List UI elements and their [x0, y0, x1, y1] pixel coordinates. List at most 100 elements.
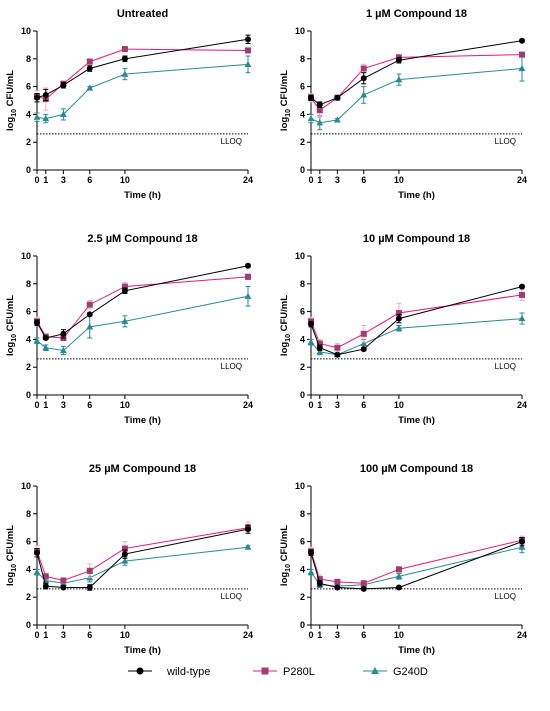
y-tick-label: 2 — [300, 137, 305, 147]
y-tick-label: 10 — [295, 481, 305, 491]
y-tick-label: 2 — [300, 362, 305, 372]
data-point — [395, 315, 402, 322]
y-label-sub: 10 — [11, 334, 18, 342]
x-tick-label: 0 — [308, 630, 313, 640]
data-point — [121, 287, 128, 294]
x-tick-label: 6 — [361, 175, 366, 185]
legend-label: P280L — [283, 666, 315, 678]
x-tick-label: 10 — [120, 630, 130, 640]
series-G240D — [307, 55, 526, 131]
data-point — [360, 339, 368, 347]
data-point — [334, 351, 341, 358]
legend-marker — [371, 667, 379, 674]
series-line — [310, 40, 523, 106]
data-point — [316, 344, 323, 351]
data-point — [86, 567, 93, 574]
y-tick-label: 8 — [26, 54, 31, 64]
data-point — [60, 330, 67, 337]
data-point — [360, 91, 368, 98]
y-tick-label: 10 — [295, 251, 305, 261]
x-tick-label: 1 — [317, 400, 322, 410]
y-tick-label: 10 — [21, 251, 31, 261]
y-tick-label: 10 — [21, 26, 31, 36]
data-point — [333, 116, 341, 123]
legend: wild-type P280L G240D — [128, 666, 428, 678]
series-wild-type — [34, 34, 251, 103]
data-point — [121, 551, 128, 558]
series-line — [310, 286, 523, 356]
legend-label: G240D — [393, 666, 428, 678]
data-point — [360, 330, 367, 337]
y-tick-label: 6 — [26, 82, 31, 92]
y-tick-label: 2 — [300, 592, 305, 602]
legend-item-wild-type: wild-type — [128, 666, 210, 678]
x-tick-label: 10 — [394, 400, 404, 410]
series-G240D — [33, 286, 252, 356]
data-point — [59, 346, 67, 354]
data-point — [518, 543, 526, 550]
data-point — [59, 110, 67, 117]
y-label-main: log — [5, 117, 16, 131]
data-point — [42, 583, 49, 590]
lloq-label: LLOQ — [495, 592, 516, 601]
series-P280L — [34, 521, 251, 584]
data-point — [245, 262, 251, 269]
y-tick-label: 0 — [300, 165, 305, 175]
data-point — [34, 319, 40, 326]
y-label-rest: CFU/mL — [5, 525, 16, 564]
y-axis-label: log10 CFU/mL — [5, 295, 18, 356]
x-tick-label: 6 — [361, 630, 366, 640]
legend-label: wild-type — [166, 666, 210, 678]
x-tick-label: 24 — [243, 400, 253, 410]
panel-title: 100 µM Compound 18 — [360, 463, 473, 475]
data-point — [121, 55, 128, 62]
data-point — [360, 346, 367, 353]
y-label-rest: CFU/mL — [279, 70, 290, 109]
legend-marker — [261, 667, 269, 675]
y-axis-label: log10 CFU/mL — [5, 70, 18, 131]
lloq-label: LLOQ — [221, 592, 242, 601]
panel-title: 10 µM Compound 18 — [363, 233, 470, 245]
data-point — [518, 314, 526, 322]
x-tick-label: 3 — [61, 630, 66, 640]
data-point — [316, 580, 323, 587]
series-P280L — [308, 288, 525, 353]
data-point — [42, 573, 49, 580]
series-line — [36, 528, 249, 588]
data-point — [33, 568, 41, 575]
y-label-main: log — [279, 117, 290, 131]
series-wild-type — [308, 536, 525, 592]
y-tick-label: 10 — [21, 481, 31, 491]
data-point — [395, 324, 403, 331]
data-point — [519, 37, 525, 44]
series-line — [36, 527, 249, 582]
x-tick-label: 1 — [317, 175, 322, 185]
y-label-sub: 10 — [11, 564, 18, 572]
y-tick-label: 8 — [26, 509, 31, 519]
x-tick-label: 24 — [517, 175, 527, 185]
legend-item-G240D: G240D — [363, 666, 428, 678]
data-point — [86, 323, 94, 330]
series-line — [36, 295, 249, 352]
panel-title: 1 µM Compound 18 — [366, 8, 467, 20]
data-point — [360, 580, 367, 587]
x-tick-label: 24 — [243, 630, 253, 640]
y-tick-label: 4 — [26, 109, 31, 119]
y-label-rest: CFU/mL — [5, 295, 16, 334]
data-point — [60, 577, 67, 584]
data-point — [245, 36, 251, 43]
x-tick-label: 3 — [335, 400, 340, 410]
data-point — [334, 578, 341, 585]
x-tick-label: 3 — [335, 630, 340, 640]
panel-title: Untreated — [117, 8, 168, 20]
y-tick-label: 6 — [26, 537, 31, 547]
x-tick-label: 3 — [61, 400, 66, 410]
y-tick-label: 4 — [26, 334, 31, 344]
data-point — [60, 584, 67, 591]
data-point — [86, 58, 93, 65]
data-point — [308, 549, 314, 556]
x-tick-label: 6 — [87, 630, 92, 640]
legend-marker — [136, 667, 144, 675]
